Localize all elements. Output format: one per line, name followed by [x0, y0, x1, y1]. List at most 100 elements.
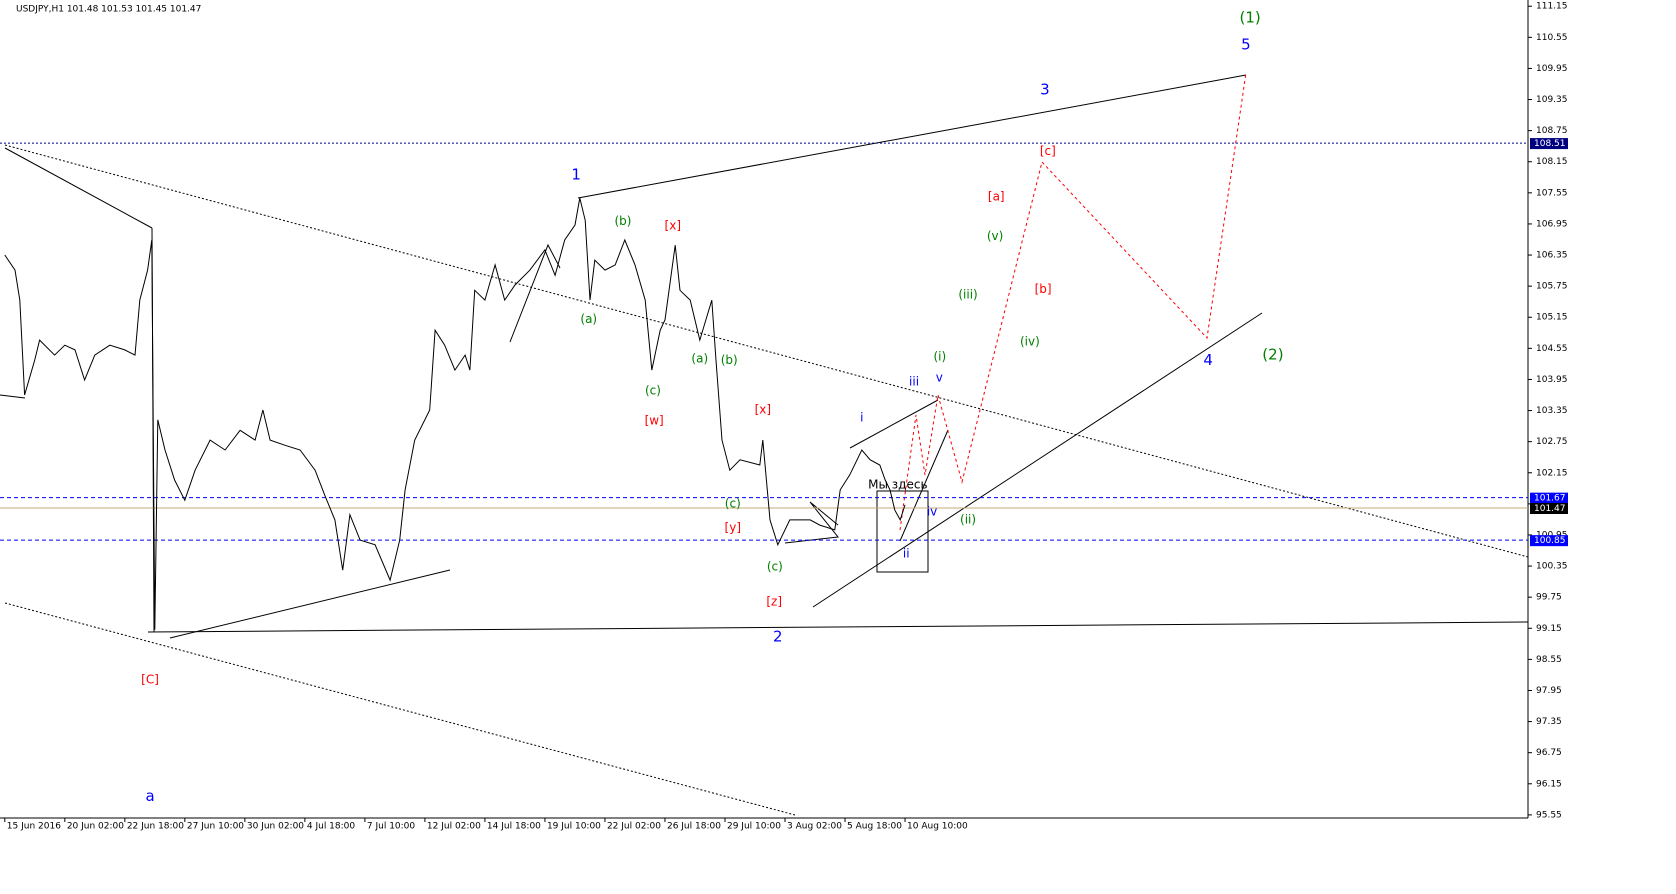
wave-label: a	[145, 787, 154, 805]
y-tick-label: 108.15	[1536, 157, 1568, 167]
y-tick-label: 106.35	[1536, 251, 1568, 261]
y-tick-label: 110.55	[1536, 33, 1568, 43]
y-tick-label: 111.15	[1536, 2, 1568, 12]
wave-label: 1	[571, 166, 581, 184]
y-tick-label: 105.75	[1536, 282, 1568, 292]
price-label: 100.85	[1534, 536, 1566, 546]
drawings	[0, 72, 1529, 816]
wave-label: (c)	[645, 383, 661, 397]
channel-line	[4, 144, 1529, 558]
wave-label: (iii)	[958, 287, 977, 301]
wave-label: 4	[1203, 351, 1213, 369]
x-tick-label: 27 Jun 10:00	[187, 822, 244, 832]
price-label-box	[1530, 138, 1568, 150]
y-tick-label: 98.55	[1536, 655, 1562, 665]
channel-line	[4, 602, 796, 816]
y-tick-label: 106.95	[1536, 219, 1568, 229]
trend-line	[4, 147, 153, 229]
y-tick-label: 104.55	[1536, 344, 1568, 354]
wave-label: [w]	[645, 413, 664, 427]
y-tick-label: 102.15	[1536, 468, 1568, 478]
wave-label: Мы здесь	[868, 478, 927, 492]
x-tick-label: 3 Aug 02:00	[787, 822, 842, 832]
y-tick-label: 97.95	[1536, 686, 1562, 696]
x-tick-label: 15 Jun 2016	[7, 822, 61, 832]
wave-label: [a]	[988, 189, 1005, 203]
trend-line	[147, 621, 1529, 633]
wave-label: [z]	[766, 594, 782, 608]
triangle	[784, 501, 839, 544]
y-tick-label: 96.75	[1536, 748, 1562, 758]
x-tick-label: 30 Jun 02:00	[247, 822, 304, 832]
y-tick-label: 103.35	[1536, 406, 1568, 416]
x-tick-label: 4 Jul 18:00	[307, 822, 356, 832]
wave-label: [x]	[755, 403, 771, 417]
x-tick-label: 22 Jul 02:00	[607, 822, 661, 832]
wave-label: iv	[927, 505, 937, 519]
wave-label: (2)	[1262, 346, 1283, 364]
wave-label: (i)	[933, 350, 946, 364]
price-label-box	[1530, 492, 1568, 504]
wave-label: i	[860, 410, 863, 424]
wave-label: (b)	[614, 214, 631, 228]
x-tick-label: 19 Jul 10:00	[547, 822, 601, 832]
wave-label: (v)	[987, 229, 1003, 243]
wave-label: [C]	[141, 673, 159, 687]
x-tick-label: 20 Jun 02:00	[67, 822, 124, 832]
wave-label: (b)	[721, 353, 738, 367]
chart-title: USDJPY,H1 101.48 101.53 101.45 101.47	[16, 5, 201, 15]
y-tick-label: 102.75	[1536, 437, 1568, 447]
y-tick-label: 107.55	[1536, 188, 1568, 198]
y-tick-label: 109.95	[1536, 64, 1568, 74]
wave-label: (c)	[725, 496, 741, 510]
price-label-box	[1530, 535, 1568, 547]
price-label: 101.67	[1534, 494, 1566, 504]
wave-label: 3	[1040, 81, 1050, 99]
y-tick-label: 109.35	[1536, 95, 1568, 105]
price-label-box	[1530, 503, 1568, 515]
y-tick-label: 105.15	[1536, 313, 1568, 323]
wave-label: [b]	[1035, 282, 1052, 296]
focus-box	[876, 490, 929, 573]
x-tick-label: 12 Jul 02:00	[427, 822, 481, 832]
wave-label: [c]	[1040, 144, 1056, 158]
x-tick-label: 14 Jul 18:00	[487, 822, 541, 832]
trend-line	[0, 394, 26, 399]
wave-label: 2	[773, 628, 783, 646]
trend-line	[812, 312, 1263, 608]
wave-label: iii	[909, 375, 919, 389]
y-tick-label: 99.75	[1536, 593, 1562, 603]
y-tick-label: 95.55	[1536, 810, 1562, 820]
x-tick-label: 10 Aug 10:00	[907, 822, 968, 832]
wave-label: (c)	[767, 560, 783, 574]
wave-label: (iv)	[1020, 335, 1040, 349]
wave-label: 5	[1241, 36, 1251, 54]
x-tick-label: 22 Jun 18:00	[127, 822, 184, 832]
x-tick-label: 29 Jul 10:00	[727, 822, 781, 832]
y-tick-label: 100.35	[1536, 562, 1568, 572]
y-tick-label: 96.15	[1536, 779, 1562, 789]
x-tick-label: 5 Aug 18:00	[847, 822, 902, 832]
wave-label: (1)	[1240, 9, 1261, 27]
y-tick-label: 97.35	[1536, 717, 1562, 727]
wave-label: [y]	[725, 521, 741, 535]
wave-label: (a)	[691, 352, 708, 366]
wave-label: [x]	[665, 219, 681, 233]
wave-label: (a)	[580, 312, 597, 326]
triangle	[509, 243, 561, 343]
x-tick-label: 7 Jul 10:00	[367, 822, 416, 832]
projection	[899, 72, 1247, 531]
trend-line	[849, 399, 939, 449]
price-label: 108.51	[1534, 139, 1566, 149]
price-line-series	[4, 197, 906, 630]
y-tick-label: 99.15	[1536, 624, 1562, 634]
x-tick-label: 26 Jul 18:00	[667, 822, 721, 832]
y-tick-label: 108.75	[1536, 126, 1568, 136]
trend-line	[899, 429, 949, 542]
wave-label: v	[936, 370, 943, 384]
wave-label: ii	[903, 547, 910, 561]
y-tick-label: 103.95	[1536, 375, 1568, 385]
wave-label: (ii)	[960, 512, 976, 526]
